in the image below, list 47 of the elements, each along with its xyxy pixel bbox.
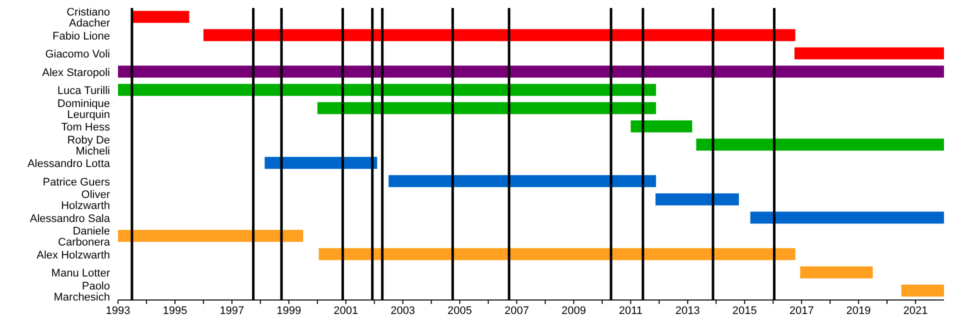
bar	[630, 120, 692, 132]
y-tick-label: Alessandro Lotta	[27, 158, 111, 170]
bar	[318, 248, 796, 260]
y-tick-label: Dominique Leurquin	[57, 98, 110, 121]
y-tick-label: Patrice Guers	[42, 176, 110, 188]
x-tick-label: 2011	[618, 304, 643, 317]
y-tick-label: Tom Hess	[61, 122, 110, 134]
x-tick-label: 2013	[675, 304, 700, 317]
bar	[655, 193, 739, 206]
y-tick-label: Daniele Carbonera	[58, 226, 111, 249]
x-tick-label: 1999	[276, 304, 302, 317]
bar	[264, 156, 378, 169]
x-tick-label: 2007	[504, 304, 529, 317]
x-tick-label: 1995	[162, 304, 188, 317]
x-tick-label: 2003	[390, 304, 416, 317]
bar	[800, 266, 873, 278]
bar	[317, 102, 656, 114]
y-tick-label: Alex Staropoli	[42, 66, 110, 79]
bar	[750, 212, 944, 224]
bar	[388, 175, 656, 188]
bar	[901, 284, 944, 297]
y-tick-label: Alex Holzwarth	[36, 249, 110, 262]
bar	[794, 47, 944, 60]
bar	[118, 84, 656, 96]
y-tick-label: Roby De Micheli	[67, 134, 110, 158]
y-tick-label: Fabio Lione	[52, 30, 110, 42]
y-tick-label: Alessandro Sala	[30, 212, 111, 225]
bar	[118, 66, 944, 78]
y-tick-label: Paolo Marchesich	[54, 280, 110, 304]
x-tick-label: 1993	[106, 304, 130, 317]
bar	[696, 138, 944, 151]
x-tick-label: 2001	[334, 304, 358, 317]
x-tick-label: 2005	[448, 304, 472, 317]
x-tick-label: 1997	[220, 304, 244, 317]
x-tick-label: 2019	[846, 304, 871, 317]
bar	[203, 29, 796, 42]
bar	[118, 230, 304, 242]
x-tick-label: 2021	[903, 304, 928, 317]
bar	[132, 10, 190, 23]
x-tick-label: 2015	[732, 304, 757, 317]
y-tick-label: Oliver Holzwarth	[61, 189, 110, 212]
y-tick-label: Cristiano Adacher	[66, 6, 110, 30]
y-tick-label: Giacomo Voli	[45, 48, 110, 61]
y-tick-label: Luca Turilli	[57, 85, 110, 98]
y-tick-label: Manu Lotter	[51, 268, 110, 280]
x-tick-label: 2017	[789, 304, 814, 317]
x-tick-label: 2009	[561, 304, 586, 317]
